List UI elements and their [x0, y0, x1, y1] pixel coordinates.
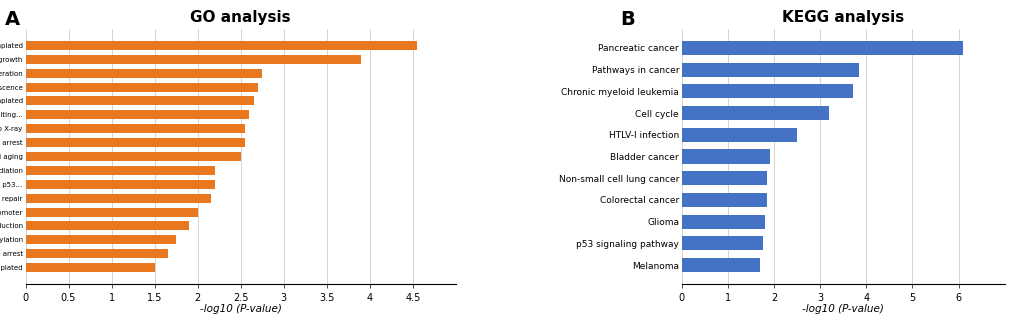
- Bar: [25, 82, 258, 92]
- Bar: [25, 166, 215, 175]
- Bar: [682, 41, 962, 55]
- Bar: [25, 235, 176, 244]
- Bar: [682, 128, 797, 142]
- Bar: [25, 124, 245, 133]
- Bar: [682, 171, 766, 185]
- Bar: [682, 149, 768, 164]
- Bar: [682, 106, 828, 120]
- X-axis label: -log10 (P-value): -log10 (P-value): [200, 304, 281, 314]
- Bar: [25, 55, 361, 64]
- Bar: [25, 110, 249, 119]
- Bar: [682, 215, 764, 229]
- Title: KEGG analysis: KEGG analysis: [782, 10, 904, 25]
- Bar: [25, 208, 198, 216]
- Bar: [25, 249, 167, 258]
- Bar: [682, 236, 762, 250]
- Bar: [25, 41, 417, 50]
- Bar: [25, 96, 254, 105]
- Bar: [682, 63, 859, 77]
- Title: GO analysis: GO analysis: [191, 10, 290, 25]
- Bar: [25, 180, 215, 189]
- Bar: [25, 138, 245, 147]
- Bar: [682, 193, 766, 207]
- Bar: [25, 69, 262, 78]
- Bar: [25, 221, 189, 230]
- Bar: [25, 263, 155, 272]
- Bar: [25, 152, 240, 161]
- Text: B: B: [621, 10, 635, 29]
- Bar: [682, 84, 852, 98]
- Bar: [25, 194, 210, 203]
- X-axis label: -log10 (P-value): -log10 (P-value): [802, 304, 883, 314]
- Text: A: A: [5, 10, 20, 29]
- Bar: [682, 258, 759, 272]
